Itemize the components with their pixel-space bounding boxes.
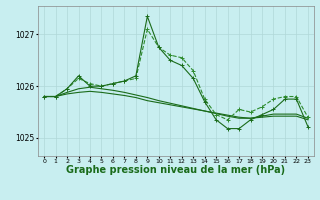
X-axis label: Graphe pression niveau de la mer (hPa): Graphe pression niveau de la mer (hPa): [67, 165, 285, 175]
